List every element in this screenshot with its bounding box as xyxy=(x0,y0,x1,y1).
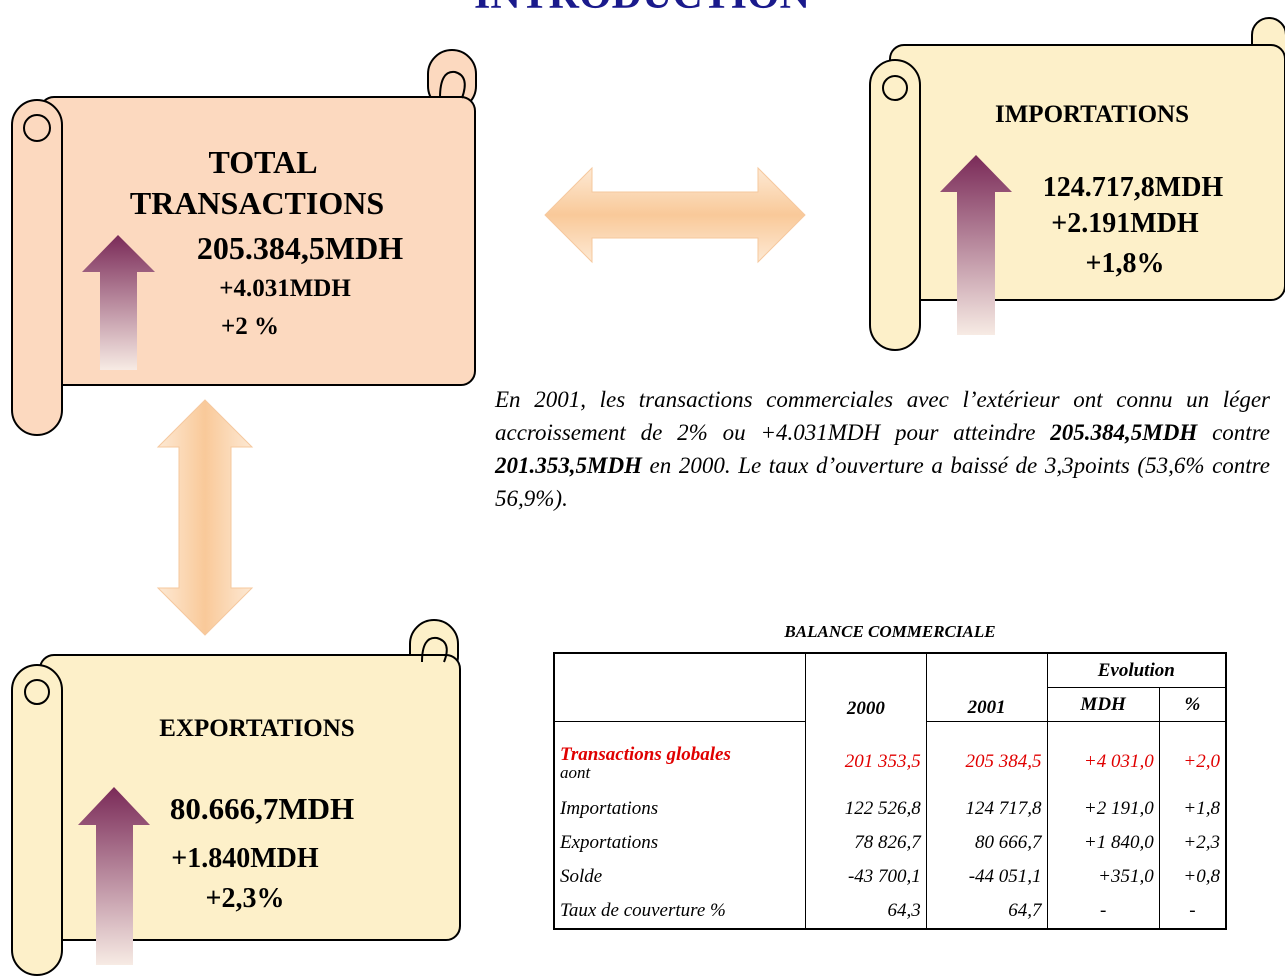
header-cell xyxy=(554,653,806,722)
panel-text: IMPORTATIONS xyxy=(995,101,1189,128)
table-cell: 124 717,8 xyxy=(926,792,1047,826)
page-title: INTRODUCTION xyxy=(474,0,810,18)
table-cell: - xyxy=(1047,894,1159,929)
row-label: Solde xyxy=(554,860,806,894)
header-cell: 2001 xyxy=(926,653,1047,722)
header-cell: Evolution xyxy=(1047,653,1226,688)
panel-value: 124.717,8MDH xyxy=(1043,172,1224,203)
table-cell: - xyxy=(1159,894,1226,929)
header-cell: MDH xyxy=(1047,688,1159,722)
panel-value: 80.666,7MDH xyxy=(170,791,354,826)
table-cell: 78 826,7 xyxy=(806,826,927,860)
row-note: aont xyxy=(560,766,800,780)
table-cell: 122 526,8 xyxy=(806,792,927,826)
row-label-text: Taux de couverture % xyxy=(560,900,726,921)
row-label-text: Exportations xyxy=(560,832,658,853)
row-label: Taux de couverture % xyxy=(554,894,806,929)
table-cell: +2,3 xyxy=(1159,826,1226,860)
panel-value: +2,3% xyxy=(206,883,285,914)
panel-value: 205.384,5MDH xyxy=(197,230,403,266)
table-cell: +1,8 xyxy=(1159,792,1226,826)
header-cell: % xyxy=(1159,688,1226,722)
header-cell: 2000 xyxy=(806,653,927,722)
panel-text: TOTAL xyxy=(208,144,317,180)
row-label-text: Importations xyxy=(560,798,658,819)
table-cell: +0,8 xyxy=(1159,860,1226,894)
row-label: Importations xyxy=(554,792,806,826)
table-cell: 64,3 xyxy=(806,894,927,929)
row-label-text: Solde xyxy=(560,866,602,887)
table-cell: 80 666,7 xyxy=(926,826,1047,860)
table-cell: +351,0 xyxy=(1047,860,1159,894)
table-cell: 64,7 xyxy=(926,894,1047,929)
text: contre xyxy=(1197,420,1270,445)
row-label-text: Transactions globales xyxy=(560,744,731,765)
panel-value: +4.031MDH xyxy=(219,275,351,302)
double-arrow-vertical xyxy=(158,400,252,635)
panel-value: +1.840MDH xyxy=(171,843,319,874)
double-arrow-horizontal xyxy=(545,168,805,262)
text-bold: 205.384,5MDH xyxy=(1050,420,1197,445)
table-cell: +4 031,0 xyxy=(1047,722,1159,793)
panel-text: TRANSACTIONS xyxy=(130,185,384,221)
table-cell: -43 700,1 xyxy=(806,860,927,894)
panel-value: +2.191MDH xyxy=(1051,208,1199,239)
panel-value: +1,8% xyxy=(1086,248,1165,279)
panel-text: EXPORTATIONS xyxy=(159,715,354,742)
panel-value: +2 % xyxy=(221,313,279,340)
table-cell: +1 840,0 xyxy=(1047,826,1159,860)
table-cell: -44 051,1 xyxy=(926,860,1047,894)
table-cell: +2,0 xyxy=(1159,722,1226,793)
table-cell: 205 384,5 xyxy=(926,722,1047,793)
page: INTRODUCTION TOTAL TRANSACTIONS 205.384,… xyxy=(0,0,1285,978)
table-cell: +2 191,0 xyxy=(1047,792,1159,826)
table-cell: 201 353,5 xyxy=(806,722,927,793)
paragraph: En 2001, les transactions commerciales a… xyxy=(495,383,1270,515)
table-title: BALANCE COMMERCIALE xyxy=(553,622,1227,642)
table-row: Solde -43 700,1-44 051,1+351,0+0,8 xyxy=(554,860,1226,894)
row-label: Exportations xyxy=(554,826,806,860)
text-bold: 201.353,5MDH xyxy=(495,453,642,478)
